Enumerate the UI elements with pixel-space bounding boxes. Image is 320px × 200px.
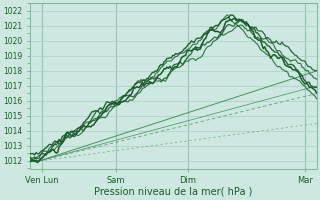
X-axis label: Pression niveau de la mer( hPa ): Pression niveau de la mer( hPa ) xyxy=(94,187,252,197)
